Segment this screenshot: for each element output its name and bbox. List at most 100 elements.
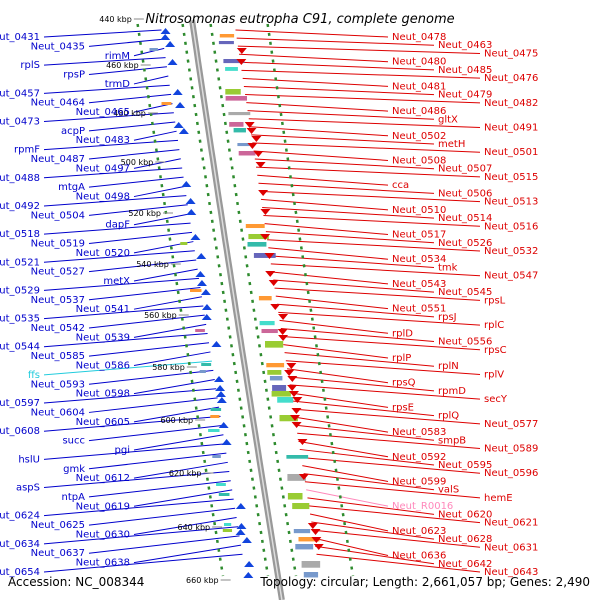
forward-strand-arrow	[216, 397, 227, 403]
forward-strand-arrow	[244, 561, 255, 567]
gene-label-rpmd: rpmD	[438, 386, 466, 397]
gene-label-neut_0507: Neut_0507	[438, 164, 492, 175]
gene-label-neut_0482: Neut_0482	[484, 98, 538, 109]
forward-strand-arrow	[172, 89, 183, 95]
forward-strand-arrow	[243, 572, 254, 578]
gene-label-rplc: rplC	[484, 320, 504, 331]
gene-label-neut_0643: Neut_0643	[484, 567, 538, 578]
leader-line	[306, 489, 389, 507]
cog-block	[237, 143, 250, 147]
leader-line	[267, 239, 481, 252]
tick-label: 580 kbp	[152, 363, 185, 372]
leader-line	[241, 69, 481, 79]
cog-block	[161, 102, 172, 105]
cog-block	[190, 289, 202, 292]
gene-label-neut_0604: Neut_0604	[31, 407, 85, 418]
leader-line	[43, 471, 230, 489]
gene-label-neut_0543: Neut_0543	[392, 279, 446, 290]
gene-label-neut_0508: Neut_0508	[392, 155, 446, 166]
gene-label-neut_0491: Neut_0491	[484, 123, 538, 134]
leader-line	[290, 392, 389, 408]
leader-line	[253, 150, 389, 161]
leader-line	[315, 545, 435, 565]
cog-block	[253, 253, 276, 258]
leader-line	[133, 406, 220, 423]
cog-block	[272, 385, 287, 391]
cog-block	[233, 128, 246, 133]
gene-label-neut_0612: Neut_0612	[76, 473, 130, 484]
gene-label-neut_0628: Neut_0628	[438, 534, 492, 545]
gene-label-rpld: rplD	[392, 328, 413, 339]
leader-line	[298, 440, 389, 458]
forward-strand-arrow	[201, 304, 212, 310]
leader-line	[133, 185, 186, 198]
leader-line	[43, 84, 170, 94]
leader-line	[245, 94, 481, 104]
leader-line	[88, 425, 223, 442]
cog-block	[287, 493, 303, 500]
track-boundary-1	[136, 23, 225, 577]
cog-block	[303, 572, 319, 578]
leader-line	[88, 342, 210, 357]
gene-label-neut_0532: Neut_0532	[484, 246, 538, 257]
leader-line	[43, 29, 162, 38]
reverse-strand-arrow	[260, 234, 271, 240]
leader-line	[133, 351, 211, 367]
gene-label-neut_0585: Neut_0585	[31, 351, 85, 362]
gene-label-rpsl: rpsL	[484, 295, 506, 306]
leader-line	[88, 121, 176, 132]
forward-strand-arrow	[196, 253, 207, 259]
gene-label-rpls: rplS	[20, 60, 40, 71]
reverse-strand-arrow	[288, 391, 299, 397]
gene-label-neut_0487: Neut_0487	[31, 154, 85, 165]
leader-line	[133, 461, 228, 479]
gene-label-neut_0539: Neut_0539	[76, 332, 130, 343]
leader-line	[257, 174, 389, 186]
gene-label-neut_0535: Neut_0535	[0, 314, 40, 325]
forward-strand-arrow	[196, 280, 207, 286]
leader-line	[88, 535, 240, 554]
reverse-strand-arrow	[292, 397, 303, 403]
gene-label-neut_0577: Neut_0577	[484, 419, 538, 430]
forward-strand-arrow	[185, 198, 196, 204]
leader-line	[279, 319, 389, 334]
forward-strand-arrow	[173, 122, 184, 128]
gene-label-neut_0457: Neut_0457	[0, 88, 40, 99]
gene-label-neut_0598: Neut_0598	[76, 389, 130, 400]
leader-line	[43, 195, 187, 207]
cog-block	[298, 537, 320, 542]
cog-block	[266, 363, 285, 368]
cog-block	[269, 376, 283, 381]
cog-block	[225, 67, 238, 71]
leader-line	[43, 305, 204, 320]
leader-line	[88, 38, 163, 47]
tick-label: 520 kbp	[128, 209, 161, 218]
gene-label-neut_0631: Neut_0631	[484, 542, 538, 553]
leader-line	[293, 408, 481, 425]
leader-line	[297, 432, 481, 450]
gene-label-neut_0481: Neut_0481	[392, 81, 446, 92]
gene-label-neut_0465: Neut_0465	[76, 107, 130, 118]
gene-label-neut_0488: Neut_0488	[0, 173, 40, 184]
gene-label-vals: valS	[438, 485, 459, 496]
gene-label-neut_0519: Neut_0519	[31, 238, 85, 249]
tick-label: 500 kbp	[121, 158, 154, 167]
gene-label-neut_0435: Neut_0435	[31, 41, 85, 52]
reverse-strand-arrow	[298, 474, 309, 480]
reverse-strand-arrow	[258, 190, 269, 196]
cog-block	[228, 112, 251, 116]
leader-line	[133, 379, 215, 395]
cog-block	[287, 474, 306, 481]
gene-label-tmk: tmk	[438, 262, 458, 273]
reverse-strand-arrow	[268, 280, 279, 286]
gene-label-neut_0476: Neut_0476	[484, 73, 538, 84]
gene-label-neut_0534: Neut_0534	[392, 254, 446, 265]
leader-line	[249, 126, 389, 137]
gene-label-neut_0514: Neut_0514	[438, 213, 492, 224]
gene-label-neut_0516: Neut_0516	[484, 221, 538, 232]
leader-line	[248, 118, 481, 129]
reverse-strand-arrow	[265, 271, 276, 277]
gene-label-neut_r0016: Neut_R0016	[392, 501, 453, 512]
leader-line	[235, 29, 389, 38]
